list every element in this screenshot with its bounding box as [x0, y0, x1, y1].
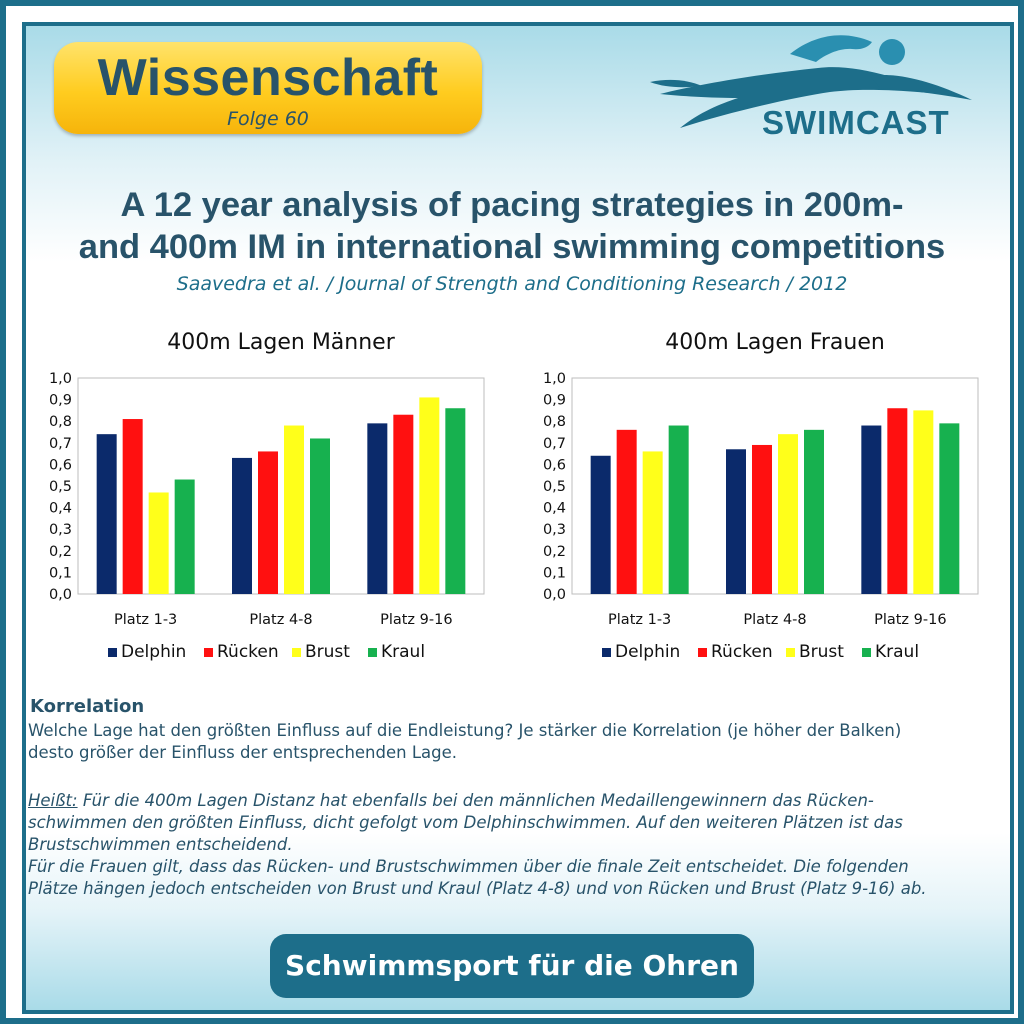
paper-title-line1: A 12 year analysis of pacing strategies …: [120, 186, 904, 224]
chart1-ytick-label: 0,7: [543, 436, 566, 452]
chart0-bar-kraul: [174, 479, 195, 594]
podcast-tagline-button[interactable]: Schwimmsport für die Ohren: [270, 934, 754, 998]
chart1-bar-kraul: [804, 429, 824, 594]
chart0-ytick-label: 0,4: [49, 501, 72, 517]
chart1-bar-kraul: [939, 423, 960, 594]
section-heading: Korrelation: [30, 696, 145, 717]
chart1-ytick-label: 0,1: [543, 565, 566, 581]
chart0-ytick-label: 0,0: [49, 587, 72, 603]
summary-line2: schwimmen den größten Einfluss, dicht ge…: [28, 813, 903, 832]
chart1-ytick-label: 0,5: [543, 479, 566, 495]
chart0-ytick-label: 0,9: [49, 393, 72, 409]
chart-400m-women: 400m Lagen Frauen 0,0 0,1 0,2 0,3 0,4 0,5 0,6 0,…: [516, 320, 996, 680]
paper-title: A 12 year analysis of pacing strategies …: [0, 184, 1024, 268]
chart0-category-label: Platz 9-16: [380, 612, 452, 628]
summary-line3: Brustschwimmen entscheidend.: [28, 835, 293, 854]
chart1-ytick-label: 0,0: [543, 587, 566, 603]
chart1-legend-swatch: [698, 648, 707, 657]
chart1-ytick-label: 0,6: [543, 457, 566, 473]
chart0-legend-swatch: [292, 648, 301, 657]
chart1-bar-brust: [778, 434, 798, 594]
chart1-bar-rücken: [887, 408, 908, 594]
chart0-ytick-label: 0,6: [49, 457, 72, 473]
chart-400m-women-svg: 400m Lagen Frauen 0,0 0,1 0,2 0,3 0,4 0,5 0,6 0,…: [543, 330, 979, 662]
chart1-bar-brust: [642, 451, 663, 594]
summary-line1-text: Für die 400m Lagen Distanz hat ebenfalls…: [77, 791, 874, 810]
badge-episode: Folge 60: [227, 108, 309, 130]
chart1-legend-label: Brust: [799, 642, 844, 662]
chart-400m-men-svg: 400m Lagen Männer 0,0 0,1 0,2 0,3 0,4 0,5 0,6 0,…: [49, 330, 485, 662]
chart0-category-label: Platz 1-3: [114, 612, 177, 628]
chart0-bar-delphin: [367, 423, 388, 594]
chart0-ytick-label: 0,5: [49, 479, 72, 495]
chart0-title: 400m Lagen Männer: [167, 330, 395, 355]
chart1-legend-label: Rücken: [711, 642, 773, 662]
chart1-bar-delphin: [726, 449, 746, 594]
chart0-bar-rücken: [258, 451, 278, 594]
chart0-ytick-label: 0,7: [49, 436, 72, 452]
summary-line4: Für die Frauen gilt, dass das Rücken- un…: [28, 857, 909, 876]
chart1-ytick-label: 0,2: [543, 544, 566, 560]
chart0-legend-label: Brust: [305, 642, 350, 662]
paper-citation: Saavedra et al. / Journal of Strength an…: [176, 273, 848, 295]
swimmer-logo-icon: [650, 35, 972, 128]
logo-wordmark: SWIMCAST: [762, 104, 950, 141]
chart1-ytick-label: 0,3: [543, 522, 566, 538]
chart1-ytick-label: 0,4: [543, 501, 566, 517]
chart1-legend-label: Delphin: [615, 642, 680, 662]
chart0-legend-swatch: [204, 648, 213, 657]
chart0-bar-rücken: [122, 419, 143, 594]
chart1-legend-swatch: [602, 648, 611, 657]
chart1-bar-kraul: [668, 425, 689, 594]
summary-line5: Plätze hängen jedoch entscheiden von Bru…: [28, 879, 927, 898]
chart0-legend-label: Kraul: [381, 642, 425, 662]
chart0-bar-delphin: [232, 457, 252, 594]
chart1-legend-swatch: [862, 648, 871, 657]
section-text: Welche Lage hat den größten Einfluss auf…: [28, 720, 1003, 764]
chart1-ytick-label: 0,8: [543, 414, 566, 430]
chart0-ytick-label: 0,1: [49, 565, 72, 581]
chart1-legend-swatch: [786, 648, 795, 657]
chart0-ytick-label: 0,3: [49, 522, 72, 538]
chart1-bar-delphin: [590, 455, 611, 594]
chart0-bar-brust: [284, 425, 304, 594]
series-badge: Wissenschaft Folge 60: [54, 42, 482, 134]
chart1-bar-delphin: [861, 425, 882, 594]
chart1-bar-brust: [913, 410, 934, 594]
chart0-bar-kraul: [445, 408, 466, 594]
chart0-bar-brust: [419, 397, 440, 594]
chart0-plot-frame: [77, 377, 485, 595]
chart1-bar-rücken: [752, 444, 772, 594]
chart0-ytick-label: 0,2: [49, 544, 72, 560]
chart0-bar-kraul: [310, 438, 330, 594]
chart0-legend-label: Delphin: [121, 642, 186, 662]
paper-title-line2: and 400m IM in international swimming co…: [78, 228, 946, 266]
chart0-bar-brust: [148, 492, 169, 594]
chart0-bar-rücken: [393, 414, 414, 594]
chart1-legend-label: Kraul: [875, 642, 919, 662]
chart0-bar-delphin: [96, 434, 117, 594]
badge-title: Wissenschaft: [97, 49, 439, 107]
chart0-legend-swatch: [368, 648, 377, 657]
chart0-category-label: Platz 4-8: [249, 612, 312, 628]
chart1-bar-rücken: [616, 429, 637, 594]
summary-lead: Heißt:: [28, 791, 78, 810]
summary-line1: Heißt: Für die 400m Lagen Distanz hat eb…: [28, 790, 1008, 812]
summary-text: Heißt: Für die 400m Lagen Distanz hat eb…: [28, 790, 1008, 900]
chart1-plot-frame: [571, 377, 979, 595]
outer-frame: [6, 6, 1018, 1018]
chart-400m-men: 400m Lagen Männer 0,0 0,1 0,2 0,3 0,4 0,5 0,6 0,…: [22, 320, 502, 680]
chart1-ytick-label: 0,9: [543, 393, 566, 409]
chart1-category-label: Platz 1-3: [608, 612, 671, 628]
chart0-legend-swatch: [108, 648, 117, 657]
chart1-category-label: Platz 9-16: [874, 612, 946, 628]
chart0-legend-label: Rücken: [217, 642, 279, 662]
chart0-ytick-label: 0,8: [49, 414, 72, 430]
section-text-line2: desto größer der Einfluss der entspreche…: [28, 743, 458, 762]
section-text-line1: Welche Lage hat den größten Einfluss auf…: [28, 721, 902, 740]
chart1-category-label: Platz 4-8: [743, 612, 806, 628]
chart0-ytick-label: 1,0: [49, 371, 72, 387]
chart1-ytick-label: 1,0: [543, 371, 566, 387]
chart1-title: 400m Lagen Frauen: [665, 330, 885, 355]
